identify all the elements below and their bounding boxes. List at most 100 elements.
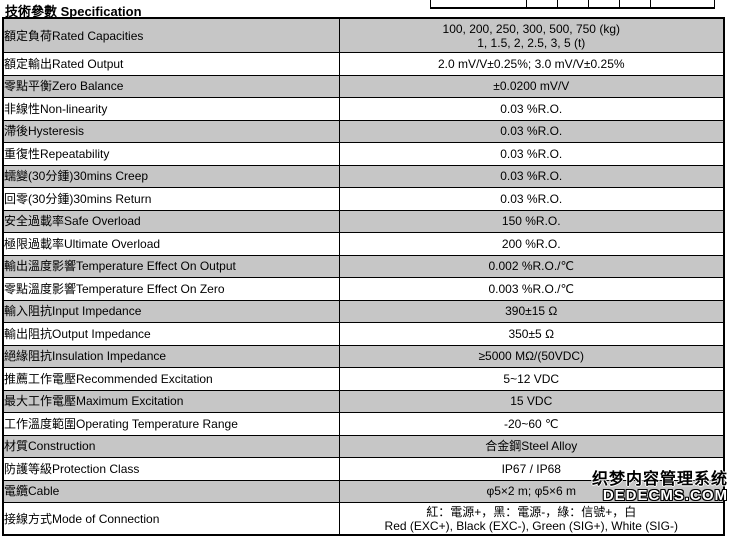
value-line: 0.003 %R.O./℃ [488,281,574,296]
page-title: 技術參數 Specification [5,4,142,19]
value-line: 0.03 %R.O. [500,101,563,116]
value-line: 390±15 Ω [505,304,558,319]
parameter-value: 5~12 VDC [338,367,725,391]
fragment-cell [430,0,526,7]
table-row: 輸出溫度影響Temperature Effect On Output 0.002 … [2,254,725,278]
fragment-cell [526,0,557,7]
parameter-label: 防護等級Protection Class [2,457,340,481]
parameter-value: -20~60 ℃ [338,412,725,436]
value-line: φ5×2 m; φ5×6 m [486,484,577,499]
parameter-label: 工作溫度範圍Operating Temperature Range [2,412,340,436]
value-line: 200 %R.O. [501,236,561,251]
watermark-cms-domain: DEDECMS.COM [602,487,728,504]
value-line: 2.0 mV/V±0.25%; 3.0 mV/V±0.25% [437,56,625,71]
table-row: 最大工作電壓Maximum Excitation 15 VDC [2,389,725,413]
parameter-value: 0.03 %R.O. [338,187,725,211]
fragment-cell [557,0,588,7]
watermark: 织梦内容管理系统 DEDECMS.COM [566,472,728,504]
table-row: 極限過載率Ultimate Overload 200 %R.O. [2,232,725,256]
value-line: 100, 200, 250, 300, 500, 750 (kg) [442,21,620,36]
parameter-label: 安全過載率Safe Overload [2,209,340,233]
value-line: IP67 / IP68 [501,461,561,476]
table-row: 重復性Repeatability 0.03 %R.O. [2,142,725,166]
parameter-label: 輸入阻抗Input Impedance [2,299,340,323]
parameter-label: 蠕變(30分鍾)30mins Creep [2,164,340,188]
parameter-value: 2.0 mV/V±0.25%; 3.0 mV/V±0.25% [338,52,725,76]
parameter-value: 0.03 %R.O. [338,119,725,143]
fragment-cell [588,0,619,7]
parameter-value: 紅：電源+，黑：電源-，綠：信號+，白 Red (EXC+), Black (EX… [338,502,725,536]
previous-table-fragment [430,0,715,9]
value-line: 0.002 %R.O./℃ [488,259,574,274]
parameter-value: ±0.0200 mV/V [338,74,725,98]
table-row: 輸出阻抗Output Impedance 350±5 Ω [2,322,725,346]
value-line: -20~60 ℃ [503,416,559,431]
table-row: 輸入阻抗Input Impedance 390±15 Ω [2,299,725,323]
table-row: 額定負荷Rated Capacities 100, 200, 250, 300, … [2,17,725,53]
parameter-value: 390±15 Ω [338,299,725,323]
parameter-value: 0.03 %R.O. [338,97,725,121]
parameter-label: 極限過載率Ultimate Overload [2,232,340,256]
fragment-cell [650,0,715,7]
parameter-label: 電纜Cable [2,479,340,503]
parameter-label: 絕緣阻抗Insulation Impedance [2,344,340,368]
table-row: 接線方式Mode of Connection 紅：電源+，黑：電源-，綠：信號+，… [2,502,725,536]
value-line: 0.03 %R.O. [500,124,563,139]
parameter-label: 重復性Repeatability [2,142,340,166]
table-row: 回零(30分鍾)30mins Return 0.03 %R.O. [2,187,725,211]
fragment-cell [619,0,650,7]
specification-table: 額定負荷Rated Capacities 100, 200, 250, 300, … [2,17,725,536]
value-line: ≥5000 MΩ/(50VDC) [478,349,585,364]
parameter-value: 200 %R.O. [338,232,725,256]
table-row: 材質Construction 合金鋼Steel Alloy [2,434,725,458]
value-line: 150 %R.O. [501,214,561,229]
parameter-value: 150 %R.O. [338,209,725,233]
parameter-value: 合金鋼Steel Alloy [338,434,725,458]
value-line: ±0.0200 mV/V [493,79,570,94]
parameter-value: 0.003 %R.O./℃ [338,277,725,301]
parameter-label: 零點平衡Zero Balance [2,74,340,98]
value-line: 0.03 %R.O. [500,146,563,161]
value-line: 0.03 %R.O. [500,191,563,206]
table-row: 蠕變(30分鍾)30mins Creep 0.03 %R.O. [2,164,725,188]
parameter-value: 350±5 Ω [338,322,725,346]
table-row: 零點溫度影響Temperature Effect On Zero 0.003 %R… [2,277,725,301]
table-row: 滯後Hysteresis 0.03 %R.O. [2,119,725,143]
value-line: 350±5 Ω [508,326,555,341]
parameter-label: 推薦工作電壓Recommended Excitation [2,367,340,391]
spec-table-body: 額定負荷Rated Capacities 100, 200, 250, 300, … [2,17,725,536]
table-row: 防護等級Protection Class IP67 / IP68 [2,457,725,481]
parameter-value: 15 VDC [338,389,725,413]
parameter-value: φ5×2 m; φ5×6 m [338,479,725,503]
value-line: 15 VDC [510,394,553,409]
parameter-value: 0.03 %R.O. [338,164,725,188]
value-line: 5~12 VDC [503,371,560,386]
parameter-label: 材質Construction [2,434,340,458]
table-row: 零點平衡Zero Balance ±0.0200 mV/V [2,74,725,98]
parameter-label: 接線方式Mode of Connection [2,502,340,536]
parameter-value: 0.002 %R.O./℃ [338,254,725,278]
parameter-label: 輸出溫度影響Temperature Effect On Output [2,254,340,278]
value-line: 1, 1.5, 2, 2.5, 3, 5 (t) [477,35,586,50]
parameter-label: 回零(30分鍾)30mins Return [2,187,340,211]
parameter-label: 非線性Non-linearity [2,97,340,121]
parameter-label: 滯後Hysteresis [2,119,340,143]
table-row: 額定輸出Rated Output 2.0 mV/V±0.25%; 3.0 mV/V… [2,52,725,76]
parameter-value: 100, 200, 250, 300, 500, 750 (kg) 1, 1.5,… [338,17,725,53]
table-row: 安全過載率Safe Overload 150 %R.O. [2,209,725,233]
parameter-label: 零點溫度影響Temperature Effect On Zero [2,277,340,301]
table-row: 非線性Non-linearity 0.03 %R.O. [2,97,725,121]
value-line: 0.03 %R.O. [500,169,563,184]
table-row: 推薦工作電壓Recommended Excitation 5~12 VDC [2,367,725,391]
table-row: 絕緣阻抗Insulation Impedance ≥5000 MΩ/(50VDC) [2,344,725,368]
value-line: Red (EXC+), Black (EXC-), Green (SIG+), … [384,518,678,533]
parameter-label: 額定負荷Rated Capacities [2,17,340,53]
parameter-label: 最大工作電壓Maximum Excitation [2,389,340,413]
value-line: 合金鋼Steel Alloy [485,439,578,454]
parameter-value: 0.03 %R.O. [338,142,725,166]
watermark-cms-name: 织梦内容管理系统 [591,471,728,488]
parameter-value: ≥5000 MΩ/(50VDC) [338,344,725,368]
table-row: 工作溫度範圍Operating Temperature Range -20~60 … [2,412,725,436]
parameter-label: 輸出阻抗Output Impedance [2,322,340,346]
parameter-label: 額定輸出Rated Output [2,52,340,76]
